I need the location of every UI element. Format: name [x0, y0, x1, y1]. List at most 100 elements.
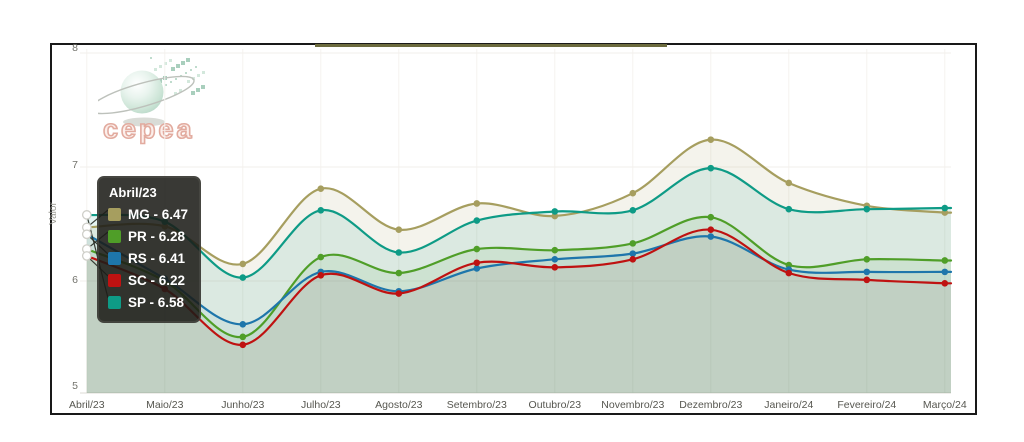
- logo-particle: [175, 78, 177, 80]
- series-point-SP[interactable]: [317, 207, 325, 214]
- logo-particle: [202, 71, 205, 74]
- series-point-PR[interactable]: [317, 253, 325, 261]
- series-point-MG[interactable]: [707, 136, 715, 143]
- series-point-SP[interactable]: [239, 274, 247, 281]
- tooltip-row: SP - 6.58: [108, 291, 188, 313]
- chart-frame: [50, 43, 977, 415]
- logo-shadow: [123, 117, 165, 127]
- tooltip-row: MG - 6.47: [108, 203, 188, 225]
- series-point-PR[interactable]: [473, 245, 481, 253]
- series-point-SC[interactable]: [551, 264, 559, 271]
- series-point-RS[interactable]: [863, 268, 871, 276]
- series-point-SP[interactable]: [941, 204, 949, 212]
- series-point-SC[interactable]: [785, 269, 793, 277]
- logo-particle: [191, 91, 195, 95]
- hover-point-ring: [81, 229, 92, 240]
- hover-point-ring: [81, 251, 92, 261]
- series-point-SC[interactable]: [317, 272, 325, 279]
- series-point-SC[interactable]: [473, 259, 481, 267]
- series-point-SC[interactable]: [863, 276, 871, 284]
- logo-particle: [164, 62, 167, 65]
- logo-particle: [150, 57, 152, 59]
- series-area-SC: [86, 229, 952, 393]
- tooltip-row-label: SC - 6.22: [128, 272, 186, 288]
- series-point-RS[interactable]: [629, 250, 637, 257]
- series-point-SC[interactable]: [395, 290, 403, 297]
- series-point-SC[interactable]: [941, 279, 949, 287]
- series-point-SP[interactable]: [707, 164, 715, 172]
- logo-sphere: [120, 70, 164, 114]
- logo-particle: [186, 58, 190, 62]
- logo-particle: [195, 66, 197, 68]
- frame-top-accent: [315, 44, 667, 47]
- series-point-SC[interactable]: [239, 341, 247, 349]
- cepea-logo: cepea: [89, 52, 230, 156]
- series-point-RS[interactable]: [707, 233, 715, 240]
- logo-particle: [170, 81, 172, 83]
- tooltip-row-label: PR - 6.28: [128, 228, 186, 244]
- cepea-logo-text: cepea: [102, 113, 195, 145]
- logo-particle: [165, 84, 167, 86]
- series-point-MG[interactable]: [551, 212, 559, 220]
- series-point-RS[interactable]: [239, 321, 247, 328]
- series-point-MG[interactable]: [785, 179, 793, 187]
- logo-particle: [185, 72, 187, 74]
- series-point-MG[interactable]: [395, 226, 403, 233]
- series-point-MG[interactable]: [239, 260, 247, 268]
- tooltip-swatch-MG: [108, 207, 121, 221]
- tooltip-title: Abril/23: [109, 185, 157, 200]
- tooltip-row-label: RS - 6.41: [128, 250, 186, 266]
- series-point-SP[interactable]: [863, 205, 871, 213]
- logo-particle: [174, 92, 177, 95]
- logo-particle: [154, 68, 157, 71]
- logo-particle: [171, 67, 175, 71]
- chart-tooltip: Abril/23 MG - 6.47 PR - 6.28 RS - 6.41 SC -…: [97, 176, 202, 323]
- series-area-MG: [86, 139, 952, 393]
- series-point-SP[interactable]: [473, 217, 481, 224]
- tooltip-row: RS - 6.41: [108, 247, 188, 269]
- series-point-MG[interactable]: [317, 185, 325, 192]
- series-point-RS[interactable]: [941, 268, 949, 276]
- hover-point-ring: [81, 210, 92, 220]
- series-point-SC[interactable]: [629, 256, 637, 263]
- series-point-PR[interactable]: [863, 256, 871, 263]
- tooltip-row-label: MG - 6.47: [128, 206, 189, 222]
- series-point-PR[interactable]: [551, 246, 559, 254]
- tooltip-row-label: SP - 6.58: [128, 294, 185, 310]
- series-point-SP[interactable]: [551, 208, 559, 215]
- logo-particle: [201, 85, 205, 89]
- series-point-SP[interactable]: [395, 249, 403, 256]
- series-area-SP: [86, 168, 952, 393]
- series-point-SP[interactable]: [629, 207, 637, 214]
- series-point-MG[interactable]: [473, 200, 481, 207]
- tooltip-swatch-PR: [108, 229, 121, 243]
- series-point-PR[interactable]: [629, 240, 637, 247]
- tooltip-row: SC - 6.22: [108, 269, 188, 291]
- tooltip-row: PR - 6.28: [108, 225, 188, 247]
- series-point-MG[interactable]: [941, 209, 949, 216]
- logo-particle: [176, 64, 180, 68]
- series-point-MG[interactable]: [629, 189, 637, 197]
- series-point-SP[interactable]: [785, 205, 793, 213]
- series-point-PR[interactable]: [785, 261, 793, 269]
- series-point-RS[interactable]: [551, 256, 559, 263]
- logo-particle: [187, 80, 190, 83]
- tooltip-rows: MG - 6.47 PR - 6.28 RS - 6.41 SC - 6.22 SP -…: [108, 203, 188, 313]
- series-point-PR[interactable]: [395, 269, 403, 277]
- logo-particle: [197, 74, 200, 77]
- tooltip-swatch-SC: [108, 273, 121, 287]
- tooltip-swatch-SP: [108, 295, 121, 309]
- series-point-SC[interactable]: [707, 226, 715, 233]
- logo-particle: [169, 59, 172, 62]
- series-line-PR: [85, 215, 953, 339]
- series-area-RS: [86, 234, 952, 393]
- series-point-PR[interactable]: [707, 213, 715, 221]
- series-area-PR: [86, 216, 952, 393]
- series-point-PR[interactable]: [239, 333, 247, 341]
- logo-particle: [196, 88, 200, 92]
- logo-particle: [190, 69, 192, 71]
- series-point-RS[interactable]: [473, 265, 481, 272]
- series-point-PR[interactable]: [941, 257, 949, 264]
- logo-particle: [159, 65, 162, 68]
